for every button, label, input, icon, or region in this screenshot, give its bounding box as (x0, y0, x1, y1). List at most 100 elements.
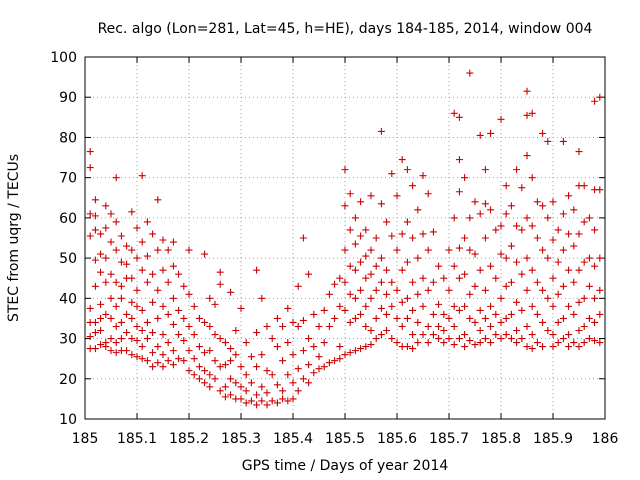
data-point (585, 282, 593, 290)
data-point (284, 339, 292, 347)
data-point (528, 109, 536, 117)
data-point (128, 314, 136, 322)
data-point (112, 302, 120, 310)
data-point (455, 113, 463, 121)
data-point (507, 242, 515, 250)
x-tick-label: 185.7 (429, 431, 469, 447)
data-point (273, 343, 281, 351)
data-point (258, 294, 266, 302)
data-point (507, 278, 515, 286)
data-point (580, 218, 588, 226)
data-point (372, 314, 380, 322)
x-tick-label: 185.8 (481, 431, 521, 447)
data-point (206, 383, 214, 391)
data-point (388, 302, 396, 310)
data-point (539, 286, 547, 294)
y-axis-tick-labels: 10 20 30 40 50 60 70 80 90 100 (50, 50, 77, 428)
data-point (242, 387, 250, 395)
data-point (523, 214, 531, 222)
data-point (398, 266, 406, 274)
data-point (377, 200, 385, 208)
data-point (471, 318, 479, 326)
data-point (164, 278, 172, 286)
data-point (201, 367, 209, 375)
data-point (221, 393, 229, 401)
data-point (216, 280, 224, 288)
data-point (450, 214, 458, 222)
data-point (357, 286, 365, 294)
data-point (351, 294, 359, 302)
data-point (185, 347, 193, 355)
data-point (112, 349, 120, 357)
x-tick-label: 185.6 (377, 431, 417, 447)
data-point (461, 331, 469, 339)
data-point (533, 234, 541, 242)
data-point (336, 274, 344, 282)
data-point (149, 363, 157, 371)
data-point (336, 343, 344, 351)
data-point (466, 69, 474, 77)
data-point (372, 234, 380, 242)
data-point (117, 294, 125, 302)
data-point (544, 214, 552, 222)
data-point (143, 218, 151, 226)
data-point (268, 335, 276, 343)
data-point (440, 327, 448, 335)
data-point (513, 327, 521, 335)
y-tick-label: 80 (59, 130, 77, 146)
data-point (476, 306, 484, 314)
data-point (549, 236, 557, 244)
y-tick-label: 100 (50, 50, 77, 66)
data-point (419, 230, 427, 238)
data-point (549, 331, 557, 339)
data-point (169, 320, 177, 328)
data-point (513, 166, 521, 174)
data-point (284, 397, 292, 405)
data-point (305, 335, 313, 343)
data-point (180, 282, 188, 290)
data-point (440, 310, 448, 318)
data-point (102, 310, 110, 318)
data-point (221, 339, 229, 347)
data-point (154, 343, 162, 351)
data-point (102, 254, 110, 262)
data-point (227, 391, 235, 399)
data-point (289, 318, 297, 326)
data-point (492, 226, 500, 234)
data-point (154, 246, 162, 254)
data-point (544, 254, 552, 262)
data-point (86, 164, 94, 172)
data-point (409, 331, 417, 339)
data-point (409, 345, 417, 353)
data-point (289, 351, 297, 359)
data-point (331, 280, 339, 288)
data-point (357, 310, 365, 318)
data-point (455, 335, 463, 343)
data-point (367, 246, 375, 254)
data-point (273, 399, 281, 407)
data-point (461, 234, 469, 242)
data-point (388, 170, 396, 178)
data-point (221, 361, 229, 369)
data-point (513, 222, 521, 230)
data-point (112, 174, 120, 182)
x-tick-label: 185.3 (221, 431, 261, 447)
data-point (476, 327, 484, 335)
data-point (102, 278, 110, 286)
data-point (596, 254, 604, 262)
data-point (351, 214, 359, 222)
y-tick-label: 90 (59, 90, 77, 106)
data-point (128, 274, 136, 282)
data-point (403, 258, 411, 266)
data-point (440, 274, 448, 282)
data-point (424, 246, 432, 254)
data-point (513, 258, 521, 266)
data-point (128, 298, 136, 306)
data-point (169, 238, 177, 246)
data-point (294, 365, 302, 373)
data-point (91, 196, 99, 204)
data-point (123, 242, 131, 250)
data-point (284, 304, 292, 312)
data-point (341, 351, 349, 359)
data-point (596, 339, 604, 347)
